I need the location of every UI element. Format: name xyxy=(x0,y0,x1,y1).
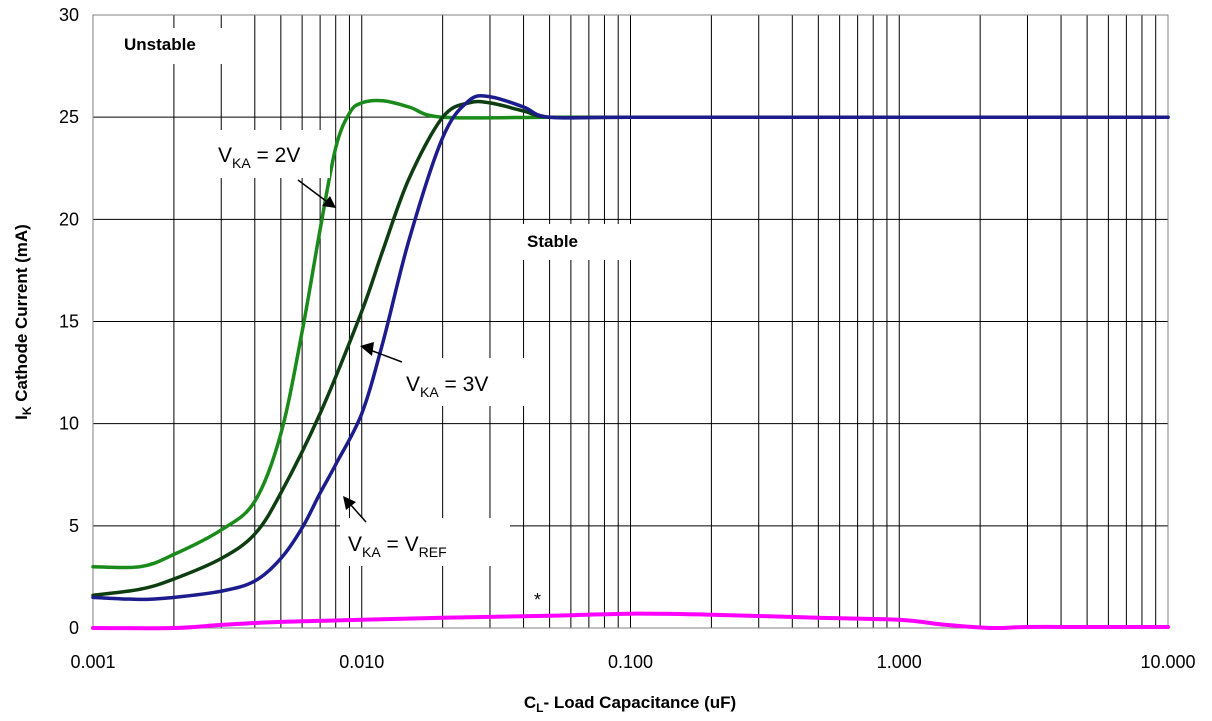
y-tick-label: 10 xyxy=(59,414,79,434)
x-tick-label: 0.010 xyxy=(339,652,384,672)
y-tick-label: 30 xyxy=(59,5,79,25)
vka-vref-label-bg xyxy=(340,518,510,566)
plot-area-frame xyxy=(92,14,1169,629)
series-layer xyxy=(91,94,1170,631)
series-line-4 xyxy=(91,611,1170,631)
vka-3v-arrow xyxy=(360,342,403,363)
vka-vref-label: VKA = VREF xyxy=(348,533,447,560)
vka-2v-label-bg xyxy=(208,130,330,178)
x-axis-title: CL- Load Capacitance (uF) xyxy=(524,693,736,715)
y-tick-label: 5 xyxy=(69,516,79,536)
vka-2v-label: VKA = 2V xyxy=(218,144,300,171)
series-line-3 xyxy=(91,94,1170,602)
asterisk-annotation: * xyxy=(534,590,541,610)
vka-3v-label-bg xyxy=(398,358,528,406)
y-tick-label: 0 xyxy=(69,618,79,638)
tick-labels: 0.001 0.010 0.100 1.000 10.000 0 5 10 15 20 25 30 xyxy=(59,5,1196,672)
x-tick-label: 1.000 xyxy=(877,652,922,672)
unstable-label-bg xyxy=(112,28,236,64)
vka-3v-label: VKA = 3V xyxy=(406,373,488,400)
vka-2v-arrow xyxy=(297,179,336,208)
x-tick-label: 10.000 xyxy=(1140,652,1195,672)
stable-label-bg xyxy=(515,224,631,260)
x-tick-label: 0.001 xyxy=(70,652,115,672)
y-tick-label: 20 xyxy=(59,209,79,229)
stable-region-label: Stable xyxy=(527,232,578,251)
y-tick-label: 15 xyxy=(59,312,79,332)
x-tick-label: 0.100 xyxy=(608,652,653,672)
unstable-region-label: Unstable xyxy=(124,35,196,54)
y-tick-label: 25 xyxy=(59,107,79,127)
vka-vref-arrow xyxy=(343,496,367,523)
y-axis-title: IK Cathode Current (mA) xyxy=(12,224,34,420)
